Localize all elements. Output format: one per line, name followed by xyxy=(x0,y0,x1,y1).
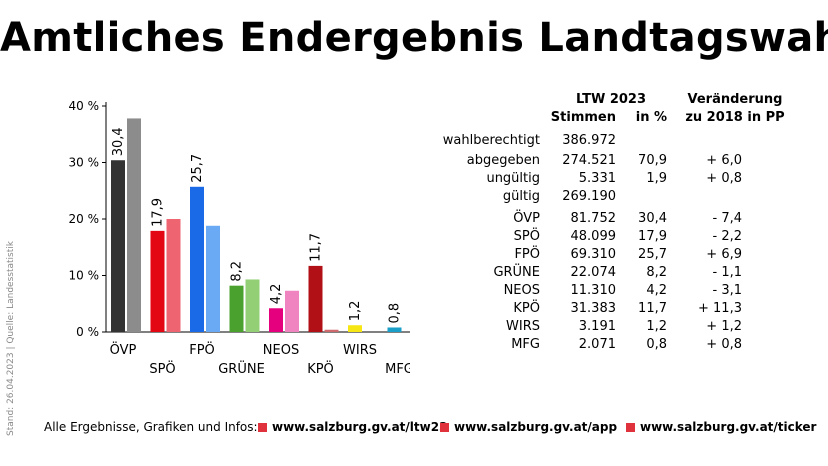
party-row-label: KPÖ xyxy=(513,301,540,316)
link-ticker[interactable]: www.salzburg.gv.at/ticker xyxy=(640,420,817,434)
party-row-change: - 3,1 xyxy=(712,283,743,298)
party-row-change: - 7,4 xyxy=(712,211,743,226)
source-note: Stand: 26.04.2023 | Quelle: Landesstatis… xyxy=(6,241,16,436)
summary-row-change: + 6,0 xyxy=(706,153,742,168)
summary-row-label: ungültig xyxy=(486,171,540,186)
bar-2018 xyxy=(324,329,339,332)
party-row-change: + 1,2 xyxy=(706,319,742,334)
data-label: 25,7 xyxy=(190,154,205,183)
party-row-pct: 11,7 xyxy=(638,301,667,316)
party-row-stimmen: 11.310 xyxy=(570,283,617,298)
bar-2023 xyxy=(269,308,283,332)
summary-row-stimmen: 5.331 xyxy=(578,171,616,186)
table-header-change: Veränderung xyxy=(687,92,783,107)
summary-row-pct: 1,9 xyxy=(646,171,667,186)
table-header-pct: in % xyxy=(635,110,667,125)
data-label: 17,9 xyxy=(151,198,166,227)
party-row-change: - 2,2 xyxy=(712,229,743,244)
category-label: SPÖ xyxy=(149,360,175,377)
category-label: ÖVP xyxy=(110,341,137,358)
bar-2023 xyxy=(111,160,125,332)
y-tick-label: 10 % xyxy=(69,269,100,283)
table-header-group: LTW 2023 xyxy=(575,92,647,107)
bar-2023 xyxy=(190,186,204,332)
party-row-change: + 0,8 xyxy=(706,337,742,352)
summary-row-stimmen: 386.972 xyxy=(562,133,616,148)
party-row-change: + 11,3 xyxy=(698,301,742,316)
link-ltw23[interactable]: www.salzburg.gv.at/ltw23 xyxy=(272,420,448,434)
data-label: 30,4 xyxy=(111,127,126,156)
category-label: WIRS xyxy=(343,343,377,358)
bar-2023 xyxy=(150,230,165,332)
table-header-change-sub: zu 2018 in PP xyxy=(685,110,785,125)
party-row-pct: 4,2 xyxy=(646,283,667,298)
data-label: 0,8 xyxy=(388,303,403,324)
category-label: FPÖ xyxy=(189,341,215,358)
party-row-stimmen: 2.071 xyxy=(578,337,616,352)
link-app[interactable]: www.salzburg.gv.at/app xyxy=(454,420,618,434)
category-label: KPÖ xyxy=(307,360,334,377)
party-row-label: MFG xyxy=(511,337,540,352)
data-label: 1,2 xyxy=(348,301,363,322)
table-header-stimmen: Stimmen xyxy=(550,110,616,125)
category-label: MFG xyxy=(385,362,410,377)
party-row-stimmen: 48.099 xyxy=(570,229,617,244)
summary-row-label: gültig xyxy=(502,189,540,204)
link-marker-icon xyxy=(440,423,449,432)
bar-2023 xyxy=(348,325,362,332)
party-row-pct: 30,4 xyxy=(638,211,667,226)
party-row-pct: 1,2 xyxy=(646,319,667,334)
party-row-pct: 8,2 xyxy=(646,265,667,280)
data-label: 11,7 xyxy=(309,233,324,262)
bar-2023 xyxy=(308,265,323,332)
bar-2018 xyxy=(206,225,220,332)
party-row-stimmen: 69.310 xyxy=(570,247,617,262)
party-row-pct: 0,8 xyxy=(646,337,667,352)
data-label: 8,2 xyxy=(230,261,245,282)
summary-row-pct: 70,9 xyxy=(638,153,667,168)
category-label: NEOS xyxy=(263,343,299,358)
category-label: GRÜNE xyxy=(218,360,265,377)
y-tick-label: 0 % xyxy=(76,325,99,339)
y-tick-label: 30 % xyxy=(69,156,100,170)
party-row-label: WIRS xyxy=(506,319,540,334)
party-row-stimmen: 81.752 xyxy=(570,211,617,226)
party-row-label: GRÜNE xyxy=(493,265,540,280)
footer-intro: Alle Ergebnisse, Grafiken und Infos: xyxy=(44,420,258,434)
bar-2018 xyxy=(245,279,260,332)
party-row-label: FPÖ xyxy=(514,247,540,262)
summary-row-change: + 0,8 xyxy=(706,171,742,186)
data-label: 4,2 xyxy=(269,284,284,305)
party-row-change: - 1,1 xyxy=(712,265,743,280)
bar-2018 xyxy=(127,118,141,333)
link-marker-icon xyxy=(626,423,635,432)
party-row-stimmen: 22.074 xyxy=(570,265,617,280)
page-title: Amtliches Endergebnis Landtagswahl xyxy=(0,15,828,61)
results-bar-chart: 0 % 10 % 20 % 30 % 40 % 30,4 ÖVP 17,9 SPÖ 25,7 FPÖ… xyxy=(69,99,410,377)
bar-2018 xyxy=(166,219,181,332)
summary-row-label: wahlberechtigt xyxy=(442,133,540,148)
bar-2018 xyxy=(285,290,299,332)
summary-row-stimmen: 274.521 xyxy=(562,153,616,168)
summary-row-label: abgegeben xyxy=(466,153,540,168)
bar-2023 xyxy=(229,285,244,332)
party-row-label: NEOS xyxy=(503,283,540,298)
party-row-label: SPÖ xyxy=(513,229,540,244)
party-row-pct: 25,7 xyxy=(638,247,667,262)
y-tick-label: 20 % xyxy=(69,212,100,226)
party-row-pct: 17,9 xyxy=(638,229,667,244)
y-tick-label: 40 % xyxy=(69,99,100,113)
bar-2023 xyxy=(387,327,402,332)
link-marker-icon xyxy=(258,423,267,432)
party-row-stimmen: 3.191 xyxy=(578,319,616,334)
party-row-change: + 6,9 xyxy=(706,247,742,262)
party-row-label: ÖVP xyxy=(513,211,540,226)
party-row-stimmen: 31.383 xyxy=(570,301,617,316)
summary-row-stimmen: 269.190 xyxy=(562,189,616,204)
